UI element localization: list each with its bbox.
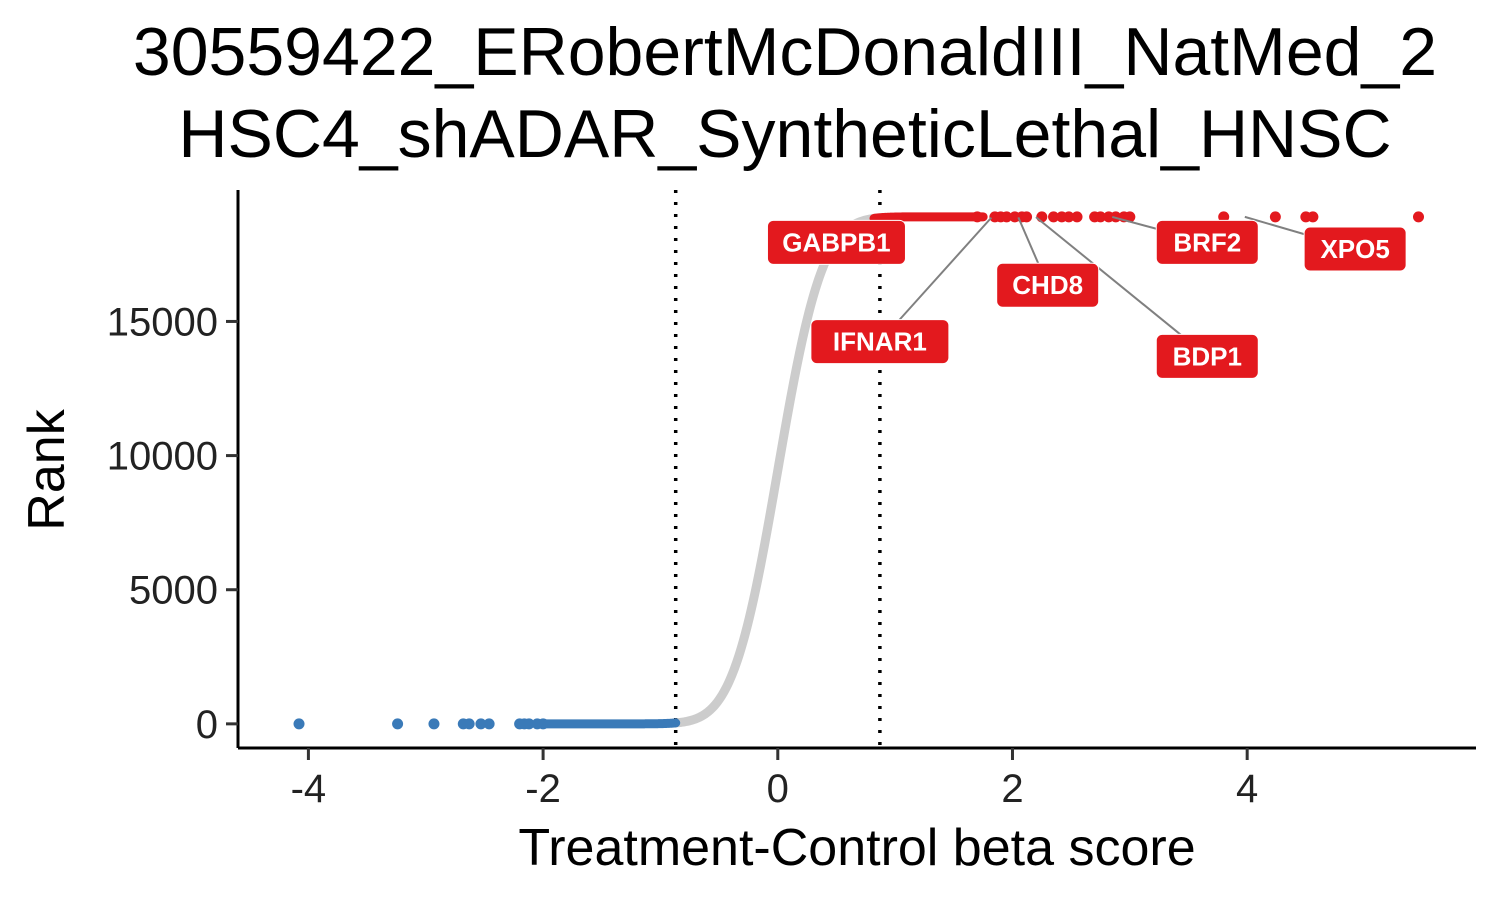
- x-axis-ticks: -4 -2 0 2 4: [291, 748, 1258, 811]
- gene-label-box: [810, 319, 950, 365]
- neutral-rank-curve: [671, 212, 891, 728]
- x-tick-label: 2: [1001, 767, 1023, 811]
- y-tick-label: 5000: [129, 569, 218, 613]
- neutral-curve-segment: [671, 212, 891, 728]
- negative-point: [523, 718, 535, 730]
- positive-point: [1307, 211, 1319, 223]
- gene-label-bdp1: BDP1: [1155, 333, 1259, 379]
- y-tick-label: 0: [196, 703, 218, 747]
- positive-tail-points: [869, 211, 1425, 223]
- x-axis-title: Treatment-Control beta score: [518, 819, 1195, 877]
- negative-point: [428, 718, 440, 730]
- positive-point: [1021, 211, 1033, 223]
- chart-title: 30559422_ERobertMcDonaldIII_NatMed_2 HSC…: [133, 14, 1437, 172]
- gene-label-text: BRF2: [1173, 227, 1241, 257]
- gene-label-box: [1155, 333, 1259, 379]
- negative-point: [293, 718, 305, 730]
- positive-point: [1124, 211, 1136, 223]
- gene-label-ifnar1: IFNAR1: [810, 319, 950, 365]
- negative-point: [483, 718, 495, 730]
- negative-tail-points: [293, 718, 681, 730]
- negative-curve-segment: [538, 718, 681, 729]
- positive-point: [971, 211, 983, 223]
- positive-curve-segment: [869, 212, 988, 223]
- positive-point: [1413, 211, 1425, 223]
- gene-label-box: [1155, 219, 1259, 265]
- gene-labels: GABPB1 IFNAR1 CHD8 BDP1 BRF2 XPO5: [766, 219, 1407, 379]
- gene-label-text: CHD8: [1012, 270, 1083, 300]
- gene-label-box: [766, 219, 906, 265]
- gene-label-xpo5: XPO5: [1303, 226, 1407, 272]
- positive-point: [1048, 211, 1060, 223]
- x-tick-label: -4: [291, 767, 327, 811]
- gene-label-box: [1303, 226, 1407, 272]
- gene-label-brf2: BRF2: [1155, 219, 1259, 265]
- positive-point: [1071, 211, 1083, 223]
- x-tick-label: 0: [767, 767, 789, 811]
- y-axis-ticks: 0 5000 10000 15000: [107, 300, 238, 747]
- positive-point: [1094, 211, 1106, 223]
- positive-point: [1218, 211, 1230, 223]
- y-tick-label: 15000: [107, 300, 218, 344]
- x-tick-label: -2: [525, 767, 561, 811]
- negative-point: [537, 718, 549, 730]
- gene-label-text: GABPB1: [782, 227, 890, 257]
- gene-label-text: XPO5: [1320, 234, 1389, 264]
- y-axis-title: Rank: [18, 408, 76, 530]
- chart-title-line-2: HSC4_shADAR_SyntheticLethal_HNSC: [178, 96, 1391, 172]
- y-tick-label: 10000: [107, 435, 218, 479]
- gene-label-box: [996, 262, 1100, 308]
- axes: [236, 190, 1476, 750]
- gene-label-text: BDP1: [1173, 341, 1242, 371]
- positive-point: [1063, 211, 1075, 223]
- gene-label-text: IFNAR1: [833, 327, 927, 357]
- gene-label-gabpb1: GABPB1: [766, 219, 906, 265]
- x-tick-label: 4: [1236, 767, 1258, 811]
- chart-title-line-1: 30559422_ERobertMcDonaldIII_NatMed_2: [133, 14, 1437, 90]
- gene-label-chd8: CHD8: [996, 262, 1100, 308]
- negative-point: [392, 718, 404, 730]
- positive-point: [1001, 211, 1013, 223]
- negative-point: [463, 718, 475, 730]
- label-connector: [1035, 216, 1208, 358]
- negative-point: [475, 718, 487, 730]
- positive-point: [1269, 211, 1281, 223]
- threshold-lines: [673, 190, 882, 748]
